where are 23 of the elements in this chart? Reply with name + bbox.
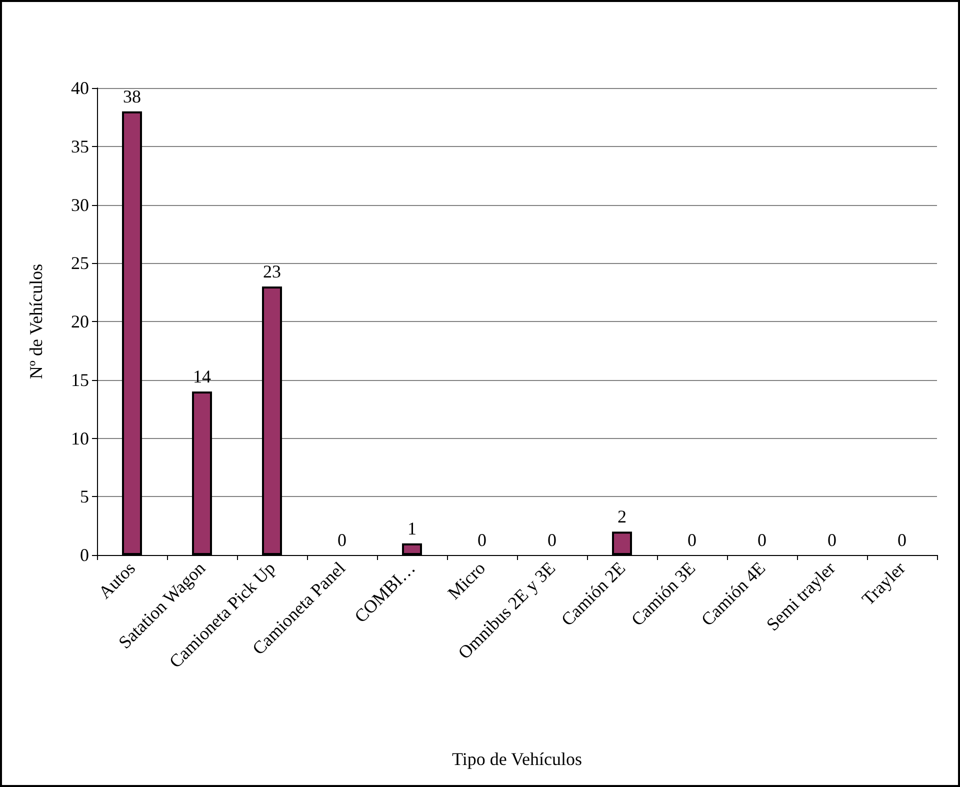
y-axis-title: Nº de Vehículos — [26, 264, 46, 380]
data-label: 0 — [828, 530, 836, 550]
y-tick-label: 0 — [80, 545, 89, 565]
y-tick-label: 5 — [80, 486, 89, 507]
y-tick-label: 25 — [71, 253, 89, 274]
data-label: 0 — [338, 530, 346, 550]
y-tick-label: 10 — [71, 428, 89, 448]
data-label: 14 — [193, 366, 211, 387]
data-label: 0 — [548, 530, 556, 550]
data-label: 0 — [688, 530, 696, 550]
y-tick-label: 35 — [71, 136, 89, 156]
y-tick-label: 15 — [71, 370, 89, 390]
data-label: 0 — [478, 530, 486, 550]
data-label: 38 — [123, 86, 141, 106]
y-tick-label: 40 — [71, 78, 89, 98]
y-tick-label: 20 — [71, 312, 89, 332]
data-label: 23 — [263, 261, 281, 282]
data-label: 1 — [408, 518, 416, 538]
data-label: 0 — [898, 530, 906, 550]
y-tick-label: 30 — [71, 194, 89, 215]
data-label: 0 — [758, 530, 766, 550]
x-axis-title: Tipo de Vehículos — [452, 749, 582, 769]
data-label: 2 — [618, 506, 626, 527]
